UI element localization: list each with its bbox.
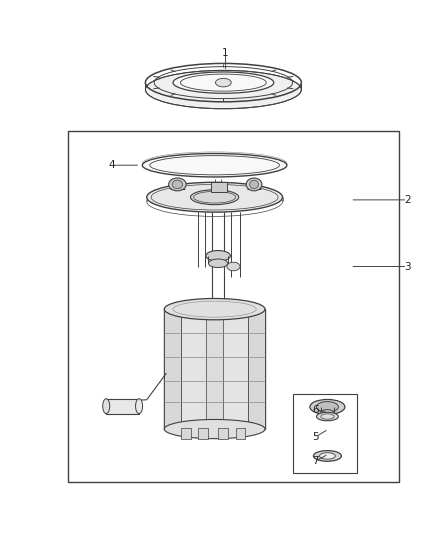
Bar [181,428,191,439]
Bar [206,309,223,429]
Text: 6: 6 [312,406,319,415]
Bar [198,428,208,439]
Bar [218,428,228,439]
Bar [248,309,265,429]
Text: 4: 4 [108,160,115,170]
Bar [106,399,139,414]
Ellipse shape [145,70,301,109]
Ellipse shape [164,298,265,320]
Ellipse shape [321,414,334,419]
Ellipse shape [208,259,228,268]
Ellipse shape [169,178,186,191]
Ellipse shape [321,409,334,417]
Bar [293,394,357,473]
Ellipse shape [142,154,287,177]
Ellipse shape [319,453,336,459]
Ellipse shape [172,180,183,189]
Ellipse shape [206,251,230,261]
Bar [164,309,181,429]
Ellipse shape [215,78,231,87]
Ellipse shape [316,401,338,412]
Ellipse shape [173,72,274,93]
Ellipse shape [191,190,239,205]
Text: 2: 2 [404,195,411,205]
Ellipse shape [316,412,338,421]
Ellipse shape [135,399,142,414]
Bar [236,428,245,439]
Ellipse shape [250,180,258,189]
Ellipse shape [310,399,345,414]
Ellipse shape [246,178,262,191]
Text: 1: 1 [222,49,229,58]
Ellipse shape [102,399,110,414]
Text: 5: 5 [312,432,319,442]
Ellipse shape [314,450,342,461]
Ellipse shape [147,182,283,212]
Text: 3: 3 [404,262,411,271]
Ellipse shape [227,262,240,271]
Ellipse shape [164,419,265,439]
Bar [68,131,399,482]
Text: 7: 7 [312,456,319,466]
Bar [164,309,265,429]
Bar [211,182,227,192]
